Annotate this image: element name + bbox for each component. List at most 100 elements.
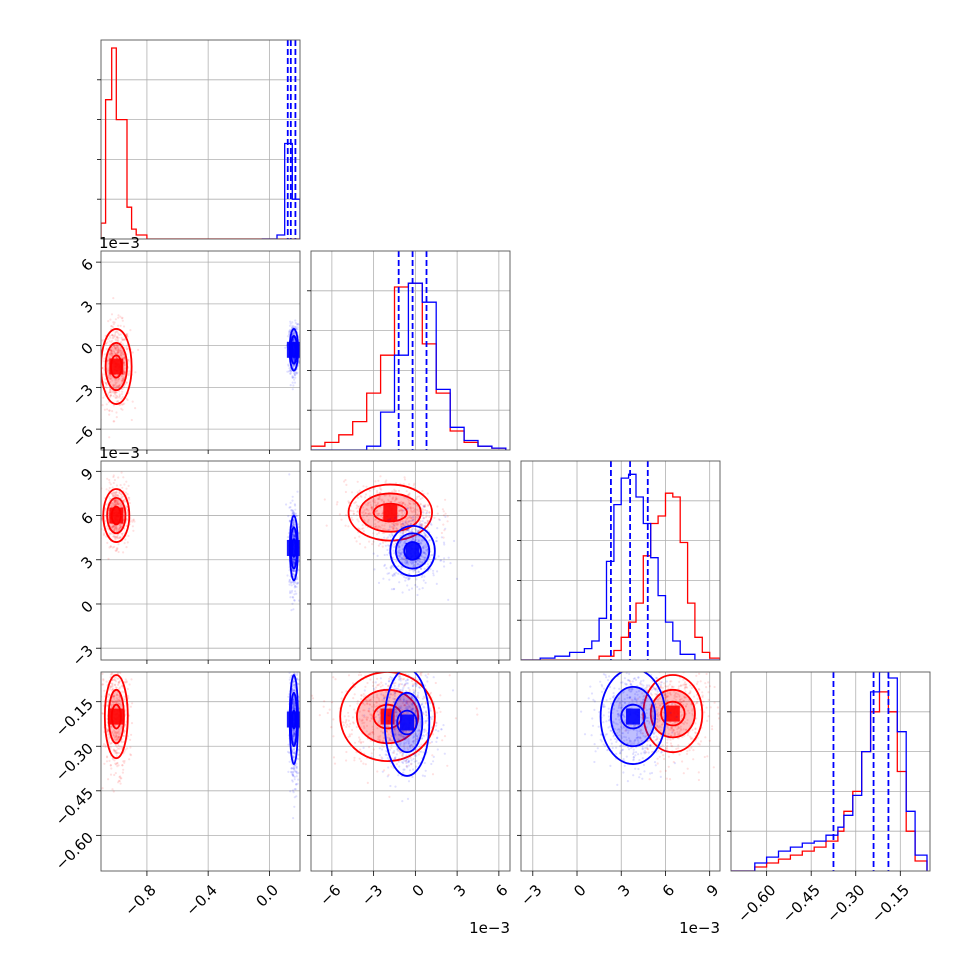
scatter-point (421, 523, 424, 526)
scatter-point (115, 526, 118, 529)
scatter-point (292, 704, 295, 707)
scatter-point (376, 501, 380, 504)
contour-2-1-1-1 (394, 532, 431, 570)
scatter-point (346, 723, 349, 726)
scatter-point (416, 593, 419, 597)
scatter-point (112, 695, 115, 698)
scatter-point (293, 378, 296, 381)
scatter-point (406, 746, 409, 750)
scatter-point (429, 691, 433, 694)
scatter-point (288, 519, 291, 522)
scatter-point (293, 652, 295, 654)
scatter-point (292, 376, 295, 379)
scatter-point (115, 499, 118, 502)
scatter-point (112, 503, 115, 506)
scatter-point (330, 726, 333, 729)
scatter-point (121, 746, 124, 749)
scatter-point (290, 581, 293, 585)
scatter-point (392, 522, 395, 526)
scatter-point (428, 539, 431, 542)
scatter-point (112, 666, 114, 668)
scatter-point (429, 568, 432, 571)
scatter-point (367, 501, 370, 504)
panel-frame-2-2 (520, 460, 721, 661)
scatter-point (119, 351, 122, 355)
scatter-point (392, 552, 396, 555)
scatter-point (114, 503, 117, 506)
scatter-point (112, 321, 115, 324)
scatter-point (382, 541, 385, 544)
scatter-point (375, 504, 378, 507)
scatter-point (118, 492, 121, 495)
scatter-point (409, 520, 412, 523)
scatter-point (106, 370, 109, 373)
scatter-point (112, 385, 115, 388)
scatter-point (111, 410, 114, 413)
scatter-point (292, 696, 296, 699)
scatter-point (345, 690, 348, 693)
scatter-point (122, 338, 125, 341)
scatter-point (293, 735, 296, 738)
scatter-point (293, 767, 296, 770)
scatter-point (294, 590, 297, 593)
scatter-point (118, 699, 122, 702)
scatter-point (121, 396, 124, 399)
scatter-point (291, 773, 294, 776)
scatter-point (292, 748, 295, 751)
scatter-point (397, 489, 401, 492)
scatter-point (107, 728, 110, 732)
scatter-point (406, 561, 409, 564)
scatter-point (121, 486, 124, 489)
scatter-point (382, 663, 384, 665)
scatter-point (120, 382, 123, 385)
scatter-point (292, 683, 295, 686)
scatter-point (372, 696, 375, 699)
scatter-point (443, 543, 446, 546)
histogram-panel-3 (731, 672, 930, 871)
scatter-point (116, 349, 119, 352)
scatter-point (119, 745, 122, 748)
scatter-point (118, 698, 121, 702)
scatter-point (103, 357, 106, 360)
scatter-point (415, 578, 418, 581)
scatter-point (113, 321, 116, 324)
scatter-point (112, 525, 115, 528)
scatter-point (371, 506, 374, 509)
scatter-point (408, 588, 411, 592)
histogram-step-0-1 (261, 142, 300, 239)
scatter-point (109, 391, 112, 394)
scatter-point (291, 789, 294, 792)
scatter-point (115, 490, 118, 494)
scatter-point (411, 519, 415, 522)
scatter-point (292, 560, 295, 564)
scatter-point (409, 743, 413, 747)
scatter-point (119, 775, 122, 778)
scatter-point (297, 336, 300, 339)
scatter-point (293, 570, 296, 573)
scatter-point (102, 712, 105, 715)
scatter-point (421, 514, 424, 517)
scatter-point (297, 778, 300, 781)
scatter-point (112, 535, 115, 538)
scatter-point (293, 535, 296, 538)
scatter-point (119, 526, 122, 529)
scatter-point (114, 735, 118, 738)
scatter-point (293, 358, 296, 361)
scatter-point (122, 325, 126, 328)
scatter-point (110, 767, 113, 770)
scatter-point (293, 512, 296, 515)
scatter-point (401, 514, 405, 517)
scatter-point (453, 539, 456, 543)
scatter-point (105, 386, 108, 389)
scatter-point (116, 494, 119, 497)
scatter-point (369, 703, 372, 706)
scatter-point (373, 501, 376, 504)
scatter-point (112, 420, 115, 423)
scatter-point (293, 364, 296, 367)
scatter-point (375, 525, 378, 528)
scatter-point (292, 569, 295, 572)
scatter-point (291, 780, 294, 783)
scatter-point (407, 536, 410, 540)
scatter-point (376, 497, 379, 501)
scatter-point (114, 686, 117, 689)
